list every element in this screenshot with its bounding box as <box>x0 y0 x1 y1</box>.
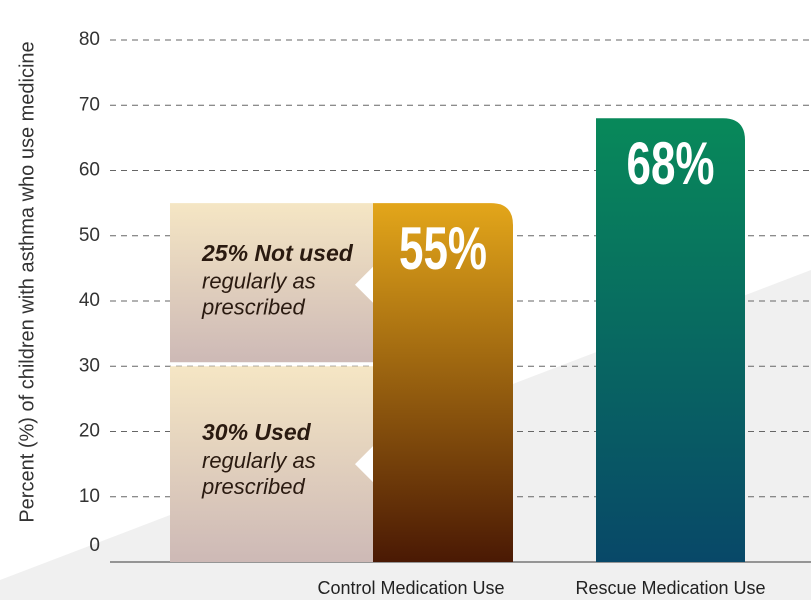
pointer <box>355 266 373 303</box>
breakdown-title: 30% Used <box>202 419 312 445</box>
pointer <box>355 446 373 483</box>
value-label: 55% <box>399 215 487 282</box>
y-tick-label: 30 <box>79 355 100 376</box>
x-tick-label: Control Medication Use <box>317 578 504 598</box>
breakdown-text: prescribed <box>201 474 305 499</box>
y-tick-label: 80 <box>79 29 100 50</box>
breakdown-panel <box>170 366 373 562</box>
y-tick-label: 0 <box>89 535 100 556</box>
breakdown-title: 25% Not used <box>201 240 354 266</box>
y-tick-label: 70 <box>79 94 100 115</box>
y-tick-label: 60 <box>79 160 100 181</box>
bar <box>373 203 513 562</box>
y-tick-label: 20 <box>79 421 100 442</box>
y-tick-label: 50 <box>79 225 100 246</box>
y-axis-label: Percent (%) of children with asthma who … <box>16 41 38 522</box>
bar <box>596 118 745 563</box>
breakdown-panel <box>170 203 373 363</box>
y-tick-label: 10 <box>79 486 100 507</box>
breakdown-text: regularly as <box>202 448 316 473</box>
breakdown-text: prescribed <box>201 295 305 320</box>
value-label: 68% <box>627 130 715 197</box>
x-tick-label: Rescue Medication Use <box>575 578 765 598</box>
breakdown-text: regularly as <box>202 269 316 294</box>
y-tick-label: 40 <box>79 290 100 311</box>
